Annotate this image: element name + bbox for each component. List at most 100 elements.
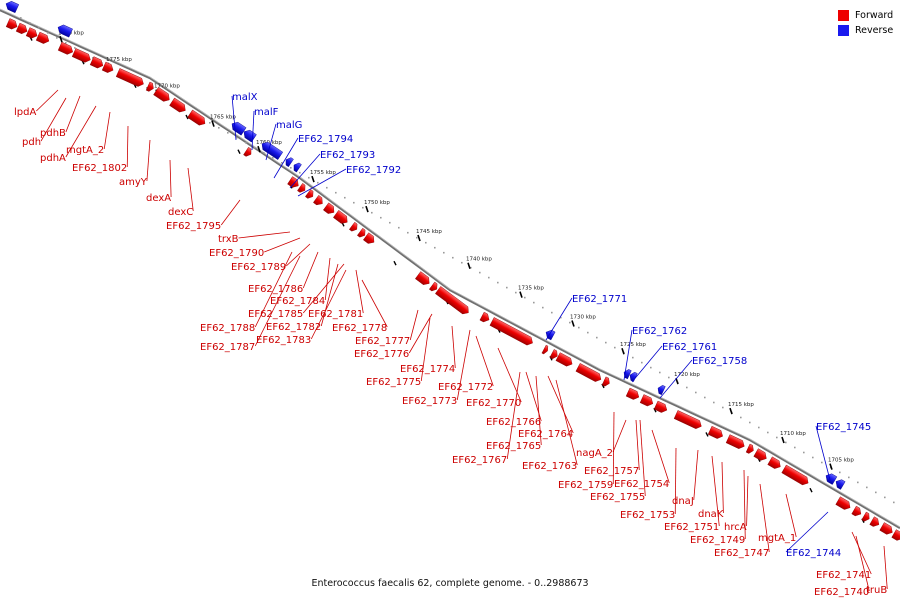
gene-label[interactable]: EF62_1763 [522,461,577,472]
gene-shape[interactable] [313,195,325,207]
gene-block-reverse[interactable] [292,161,302,173]
gene-shape[interactable] [145,81,155,93]
gene-block-forward[interactable] [153,86,172,103]
gene-shape[interactable] [56,23,73,38]
gene-block-forward[interactable] [305,189,315,200]
gene-block-forward[interactable] [101,61,115,74]
gene-label[interactable]: EF62_1789 [231,262,286,273]
gene-label[interactable]: dexA [146,193,171,204]
gene-block-forward[interactable] [357,227,367,239]
gene-block-forward[interactable] [575,363,603,383]
gene-label[interactable]: EF62_1747 [714,548,769,559]
gene-label[interactable]: EF62_1784 [270,296,325,307]
gene-label[interactable]: EF62_1764 [518,429,573,440]
gene-block-forward[interactable] [187,109,208,127]
gene-shape[interactable] [415,271,432,287]
gene-block-forward[interactable] [479,311,491,324]
gene-label[interactable]: EF62_1793 [320,150,375,161]
gene-shape[interactable] [479,311,491,324]
gene-shape[interactable] [429,281,439,293]
gene-shape[interactable] [673,410,703,430]
gene-block-forward[interactable] [243,146,254,158]
gene-label[interactable]: EF62_1771 [572,294,627,305]
gene-label[interactable]: EF62_1759 [558,480,613,491]
gene-shape[interactable] [891,529,900,543]
gene-block-forward[interactable] [653,400,669,414]
gene-block-reverse[interactable] [4,0,20,14]
gene-shape[interactable] [725,434,746,451]
gene-block-forward[interactable] [15,22,29,35]
gene-label[interactable]: EF62_1802 [72,163,127,174]
gene-block-reverse[interactable] [824,472,838,485]
gene-shape[interactable] [544,328,556,341]
gene-block-forward[interactable] [71,48,92,64]
gene-label[interactable]: EF62_1755 [590,492,645,503]
gene-shape[interactable] [707,425,724,440]
gene-label[interactable]: pdhA [40,153,66,164]
gene-label[interactable]: EF62_1776 [354,349,409,360]
gene-label[interactable]: EF62_1785 [248,309,303,320]
gene-label[interactable]: mgtA_2 [66,145,104,156]
gene-block-forward[interactable] [297,183,307,194]
gene-shape[interactable] [349,221,359,233]
gene-block-forward[interactable] [601,376,611,388]
gene-label[interactable]: dnaK [698,509,724,520]
gene-shape[interactable] [869,516,881,529]
gene-block-reverse[interactable] [544,328,556,341]
gene-shape[interactable] [363,232,376,246]
gene-block-forward[interactable] [861,511,872,523]
gene-shape[interactable] [767,456,783,471]
gene-block-forward[interactable] [707,425,724,440]
gene-label[interactable]: EF62_1745 [816,422,871,433]
gene-shape[interactable] [622,368,632,380]
gene-shape[interactable] [260,140,284,160]
gene-shape[interactable] [57,41,74,56]
gene-shape[interactable] [601,376,611,388]
gene-block-reverse[interactable] [284,156,294,168]
gene-block-reverse[interactable] [56,23,73,38]
gene-label[interactable]: EF62_1774 [400,364,455,375]
gene-label[interactable]: truB [866,585,887,596]
gene-block-forward[interactable] [287,176,301,190]
gene-shape[interactable] [357,227,367,239]
gene-shape[interactable] [575,363,603,383]
gene-shape[interactable] [284,156,294,168]
gene-block-reverse[interactable] [656,384,666,395]
gene-block-forward[interactable] [489,317,535,347]
gene-label[interactable]: trxB [218,234,239,245]
gene-shape[interactable] [333,210,350,226]
gene-shape[interactable] [753,448,769,463]
gene-block-forward[interactable] [429,281,439,293]
gene-shape[interactable] [323,202,336,216]
gene-block-forward[interactable] [89,56,105,70]
gene-shape[interactable] [5,18,19,31]
gene-label[interactable]: dexC [168,207,193,218]
gene-shape[interactable] [15,22,29,35]
gene-block-reverse[interactable] [260,140,284,160]
gene-shape[interactable] [555,352,574,368]
gene-shape[interactable] [287,176,301,190]
gene-shape[interactable] [71,48,92,64]
gene-label[interactable]: EF62_1775 [366,377,421,388]
gene-block-forward[interactable] [169,97,188,114]
gene-block-forward[interactable] [639,394,655,408]
gene-shape[interactable] [861,511,872,523]
gene-block-forward[interactable] [35,31,51,45]
gene-label[interactable]: EF62_1754 [614,479,669,490]
gene-shape[interactable] [297,183,307,194]
gene-shape[interactable] [89,56,105,70]
gene-block-forward[interactable] [745,443,755,455]
gene-block-forward[interactable] [313,195,325,207]
gene-shape[interactable] [625,387,641,401]
gene-label[interactable]: EF62_1795 [166,221,221,232]
gene-block-forward[interactable] [767,456,783,471]
gene-block-forward[interactable] [415,271,432,287]
gene-block-forward[interactable] [363,232,376,246]
gene-label[interactable]: mgtA_1 [758,533,796,544]
gene-label[interactable]: EF62_1767 [452,455,507,466]
gene-shape[interactable] [653,400,669,414]
gene-label[interactable]: EF62_1778 [332,323,387,334]
gene-label[interactable]: malF [254,107,279,118]
gene-block-forward[interactable] [323,202,336,216]
gene-shape[interactable] [101,61,115,74]
